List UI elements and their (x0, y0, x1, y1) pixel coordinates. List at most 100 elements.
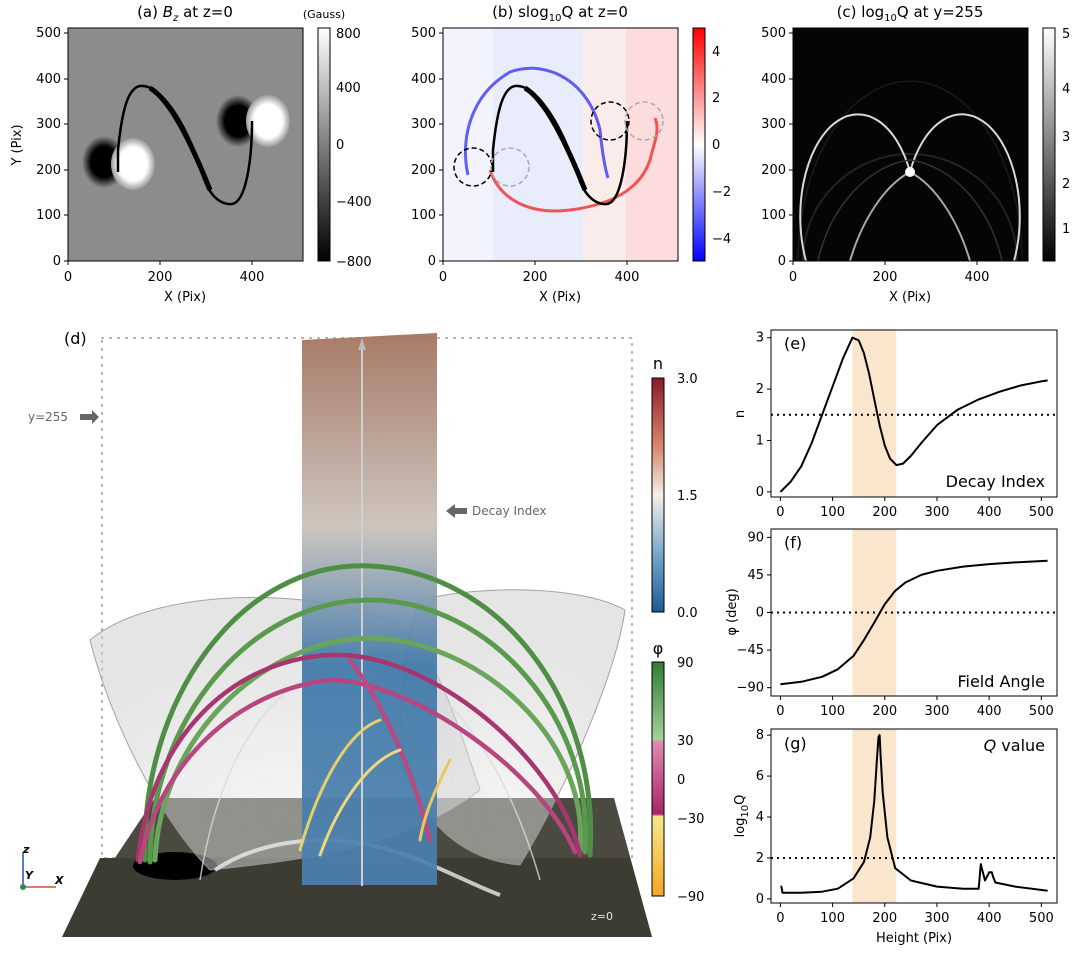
svg-text:4: 4 (712, 45, 720, 60)
svg-text:0: 0 (677, 773, 685, 788)
x-tick-label: 100 (820, 505, 845, 520)
y-tick-label: 1 (756, 433, 764, 448)
panel-g-ylabel: log10Q (733, 795, 751, 838)
x-tick-label: 400 (977, 505, 1002, 520)
panel-c-yticks: 0 100 200 300 400 500 (761, 26, 793, 269)
x-tick-label: 0 (776, 505, 784, 520)
panel-b: (b) slog10Q at z=0 0 200 400 0 100 200 3… (411, 3, 731, 305)
svg-text:300: 300 (761, 117, 786, 132)
decay-index-note: Decay Index (472, 504, 547, 518)
height-xlabel: Height (Pix) (876, 931, 952, 946)
svg-text:400: 400 (761, 72, 786, 87)
svg-text:1.5: 1.5 (677, 489, 698, 504)
y-tick-label: −45 (737, 643, 764, 658)
series-line (780, 734, 1048, 894)
y-tick-label: 3 (756, 331, 764, 346)
svg-text:200: 200 (411, 163, 436, 178)
svg-text:200: 200 (873, 270, 898, 285)
panel-a-colorbar: (Gauss) 800 400 0 −400 −800 (303, 8, 372, 270)
svg-text:200: 200 (761, 163, 786, 178)
svg-text:0: 0 (712, 138, 720, 153)
svg-text:2: 2 (712, 91, 720, 106)
panel-a-title: (a) Bz at z=0 (137, 3, 233, 24)
svg-text:2: 2 (1062, 177, 1070, 192)
x-tick-label: 200 (872, 704, 897, 719)
svg-text:90: 90 (677, 656, 694, 671)
panel-b-title: (b) slog10Q at z=0 (492, 3, 628, 24)
y-tick-label: 90 (747, 530, 764, 545)
x-tick-label: 300 (925, 911, 950, 926)
svg-text:0: 0 (53, 254, 61, 269)
panel-b-yticks: 0 100 200 300 400 500 (411, 26, 443, 269)
svg-text:−90: −90 (677, 890, 704, 905)
x-tick-label: 400 (977, 704, 1002, 719)
panel-c-xticks: 0 200 400 (789, 261, 990, 285)
svg-text:500: 500 (411, 26, 436, 41)
panel-b-xticks: 0 200 400 (439, 261, 639, 285)
svg-text:200: 200 (36, 163, 61, 178)
panel-e-inset: Decay Index (946, 472, 1045, 491)
y-tick-label: 6 (756, 769, 764, 784)
qsl-circle-2 (490, 147, 530, 187)
logq-slice-map (793, 28, 1028, 261)
decay-index-slice (302, 333, 437, 885)
y-tick-label: 45 (747, 568, 764, 583)
svg-text:0: 0 (428, 254, 436, 269)
svg-text:500: 500 (761, 26, 786, 41)
axis-triad: z Y X (20, 843, 64, 890)
x-tick-label: 0 (776, 911, 784, 926)
panel-c-xlabel: X (Pix) (889, 290, 931, 305)
x-tick-label: 200 (872, 911, 897, 926)
svg-text:0: 0 (778, 254, 786, 269)
svg-text:400: 400 (36, 72, 61, 87)
y-tick-label: 0 (756, 485, 764, 500)
svg-text:3.0: 3.0 (677, 372, 698, 387)
panel-d-label: (d) (64, 329, 87, 348)
svg-text:100: 100 (761, 208, 786, 223)
svg-text:−800: −800 (336, 255, 372, 270)
svg-text:100: 100 (411, 208, 436, 223)
x-tick-label: 300 (925, 704, 950, 719)
panel-c-colorbar: 5 4 3 2 1 (1042, 27, 1070, 262)
svg-text:400: 400 (965, 270, 990, 285)
panel-a-cbar-title: (Gauss) (303, 8, 345, 21)
z0-label: z=0 (591, 910, 613, 923)
panel-c: (c) log10Q at y=255 0 200 400 0 100 200 … (761, 3, 1070, 305)
y-tick-label: 0 (756, 606, 764, 621)
svg-text:300: 300 (36, 117, 61, 132)
svg-text:500: 500 (36, 26, 61, 41)
svg-text:1: 1 (1062, 222, 1070, 237)
field-lines-yellow (298, 718, 452, 857)
panel-a-yticks: 0 100 200 300 400 500 (36, 26, 68, 269)
x-tick-label: 500 (1029, 911, 1054, 926)
svg-text:−2: −2 (712, 185, 731, 200)
panel-d: (d) y=255 (20, 329, 704, 937)
svg-text:400: 400 (240, 270, 265, 285)
field-lines-magenta (135, 652, 583, 865)
svg-text:300: 300 (411, 117, 436, 132)
svg-text:−400: −400 (336, 195, 372, 210)
svg-text:100: 100 (36, 208, 61, 223)
y-tick-label: −90 (737, 681, 764, 696)
x-tick-label: 300 (925, 505, 950, 520)
qsl-circle-1 (453, 147, 493, 187)
y-tick-label: 0 (756, 892, 764, 907)
svg-text:φ: φ (653, 639, 664, 658)
highlight-band (852, 729, 897, 903)
svg-text:0: 0 (64, 270, 72, 285)
panel-g: (g) Q value log10Q 0 2 4 6 8 0 100 200 300 400 50… (733, 728, 1058, 946)
svg-text:0: 0 (789, 270, 797, 285)
panel-g-label: (g) (784, 734, 807, 753)
panel-e-ylabel: n (733, 410, 748, 418)
series-line (779, 336, 1048, 493)
svg-text:30: 30 (677, 734, 694, 749)
svg-text:4: 4 (1062, 82, 1070, 97)
qsl-circle-4 (624, 101, 664, 141)
svg-text:n: n (653, 354, 663, 373)
svg-text:800: 800 (336, 27, 361, 42)
y-tick-label: 2 (756, 851, 764, 866)
svg-text:−30: −30 (677, 812, 704, 827)
y-tick-label: 4 (756, 810, 764, 825)
x-tick-label: 400 (977, 911, 1002, 926)
